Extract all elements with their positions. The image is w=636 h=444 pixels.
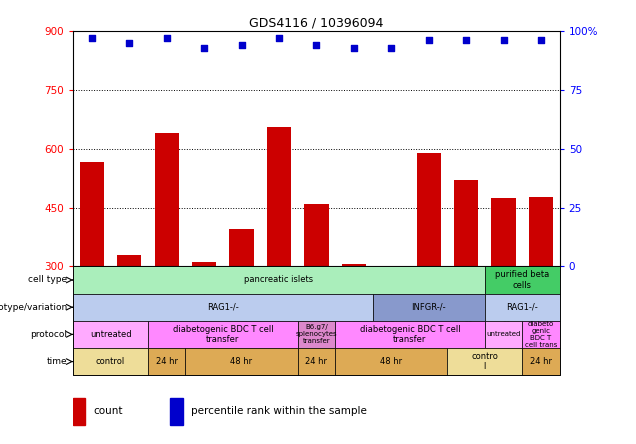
Bar: [230, 229, 254, 384]
Text: pancreatic islets: pancreatic islets: [244, 275, 314, 285]
Text: 48 hr: 48 hr: [230, 357, 252, 366]
Bar: [373, 293, 485, 321]
Bar: [148, 321, 298, 348]
Bar: [379, 267, 403, 384]
Text: RAG1-/-: RAG1-/-: [207, 303, 238, 312]
Bar: [485, 293, 560, 321]
Point: [424, 37, 434, 44]
Point: [499, 37, 509, 44]
Point: [162, 35, 172, 42]
Bar: [186, 348, 298, 375]
Bar: [335, 321, 485, 348]
Bar: [522, 321, 560, 348]
Bar: [73, 321, 148, 348]
Text: cell type: cell type: [29, 275, 67, 285]
Bar: [73, 266, 485, 293]
Point: [536, 37, 546, 44]
Title: GDS4116 / 10396094: GDS4116 / 10396094: [249, 17, 384, 30]
Bar: [485, 321, 522, 348]
Text: 24 hr: 24 hr: [530, 357, 552, 366]
Bar: [192, 262, 216, 384]
Text: genotype/variation: genotype/variation: [0, 303, 67, 312]
Bar: [73, 348, 148, 375]
Point: [312, 42, 321, 49]
Bar: [170, 399, 183, 425]
Bar: [529, 197, 553, 384]
Bar: [148, 348, 186, 375]
Bar: [485, 266, 560, 293]
Point: [237, 42, 247, 49]
Text: percentile rank within the sample: percentile rank within the sample: [191, 406, 367, 416]
Bar: [80, 163, 104, 384]
Text: time: time: [47, 357, 67, 366]
Text: B6.g7/
splenocytes
transfer: B6.g7/ splenocytes transfer: [296, 325, 337, 345]
Bar: [492, 198, 516, 384]
Text: count: count: [93, 406, 123, 416]
Bar: [447, 348, 522, 375]
Bar: [267, 127, 291, 384]
Bar: [73, 399, 85, 425]
Text: diabeto
genic
BDC T
cell trans: diabeto genic BDC T cell trans: [525, 321, 557, 348]
Text: RAG1-/-: RAG1-/-: [506, 303, 538, 312]
Bar: [117, 255, 141, 384]
Bar: [155, 133, 179, 384]
Point: [199, 44, 209, 51]
Bar: [298, 348, 335, 375]
Text: contro
l: contro l: [471, 352, 498, 371]
Text: 24 hr: 24 hr: [305, 357, 328, 366]
Point: [86, 35, 97, 42]
Point: [124, 40, 134, 47]
Text: 24 hr: 24 hr: [156, 357, 177, 366]
Text: untreated: untreated: [487, 331, 521, 337]
Bar: [417, 153, 441, 384]
Text: protocol: protocol: [31, 330, 67, 339]
Point: [274, 35, 284, 42]
Point: [461, 37, 471, 44]
Bar: [454, 180, 478, 384]
Text: control: control: [96, 357, 125, 366]
Bar: [522, 348, 560, 375]
Text: INFGR-/-: INFGR-/-: [411, 303, 446, 312]
Text: diabetogenic BDC T cell
transfer: diabetogenic BDC T cell transfer: [172, 325, 273, 344]
Point: [386, 44, 396, 51]
Bar: [304, 204, 329, 384]
Bar: [298, 321, 335, 348]
Text: purified beta
cells: purified beta cells: [495, 270, 550, 289]
Text: diabetogenic BDC T cell
transfer: diabetogenic BDC T cell transfer: [360, 325, 460, 344]
Bar: [73, 293, 373, 321]
Bar: [342, 265, 366, 384]
Point: [349, 44, 359, 51]
Text: 48 hr: 48 hr: [380, 357, 403, 366]
Bar: [335, 348, 447, 375]
Text: untreated: untreated: [90, 330, 132, 339]
